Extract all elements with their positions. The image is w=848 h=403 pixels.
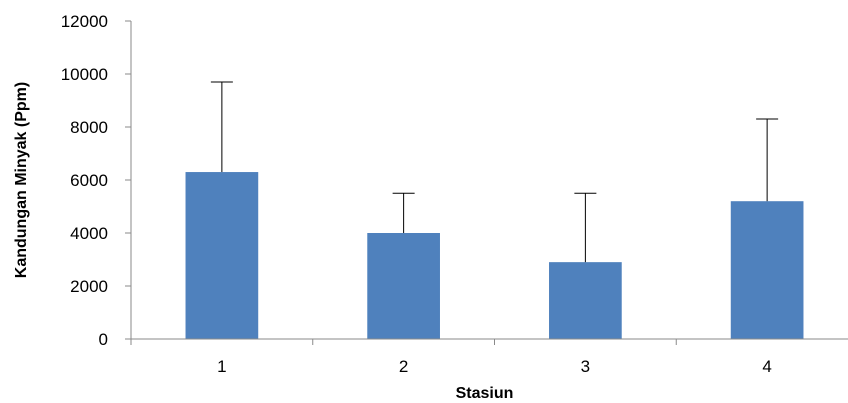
x-tick-label: 1	[217, 357, 226, 376]
y-tick-label: 10000	[61, 65, 108, 84]
y-tick-label: 8000	[70, 118, 108, 137]
y-tick-label: 4000	[70, 224, 108, 243]
y-tick-label: 2000	[70, 277, 108, 296]
y-tick-label: 12000	[61, 12, 108, 31]
y-tick-label: 0	[99, 330, 108, 349]
y-tick-label: 6000	[70, 171, 108, 190]
bar	[730, 201, 804, 339]
y-axis-ticks: 0 2000 4000 6000 8000 10000 12000	[61, 12, 131, 349]
x-axis-title: Stasiun	[456, 385, 514, 402]
bar	[185, 172, 259, 339]
bar	[549, 262, 622, 339]
x-tick-label: 4	[762, 357, 771, 376]
y-axis-title: Kandungan Minyak (Ppm)	[13, 82, 30, 278]
x-tick-label: 3	[581, 357, 590, 376]
bar	[367, 233, 440, 339]
x-axis-ticks: 1 2 3 4	[130, 339, 772, 376]
error-bars	[210, 81, 779, 263]
bar-series	[185, 172, 804, 339]
x-tick-label: 2	[399, 357, 408, 376]
